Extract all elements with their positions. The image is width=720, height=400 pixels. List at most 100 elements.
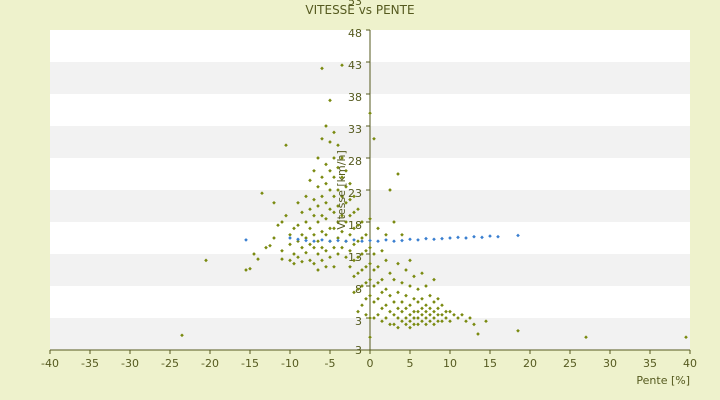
x-tick-label: -30	[121, 357, 139, 370]
data-point	[312, 261, 316, 266]
data-point	[408, 237, 412, 242]
series-1	[180, 63, 688, 340]
data-point	[428, 319, 432, 324]
data-point	[356, 255, 360, 260]
data-point	[412, 309, 416, 314]
data-point	[312, 213, 316, 218]
data-point	[324, 124, 328, 128]
data-point	[352, 226, 356, 231]
series-2	[244, 233, 520, 244]
data-point	[248, 266, 252, 271]
data-point	[348, 232, 352, 237]
data-point	[340, 213, 344, 218]
data-point	[432, 322, 436, 327]
data-point	[328, 188, 332, 192]
data-point	[384, 303, 388, 308]
data-point	[416, 316, 420, 320]
data-point	[344, 168, 348, 173]
data-point	[364, 280, 368, 285]
y-tick-label: 53	[348, 0, 362, 8]
data-point	[288, 242, 292, 247]
data-point	[368, 293, 372, 298]
data-point	[424, 303, 428, 308]
data-point	[260, 191, 264, 196]
data-point	[288, 236, 292, 240]
data-point	[472, 234, 476, 239]
x-tick-label: -20	[201, 357, 219, 370]
data-point	[324, 181, 328, 186]
data-point	[312, 197, 316, 202]
data-point	[320, 136, 324, 141]
data-point	[324, 232, 328, 237]
data-point	[372, 136, 376, 141]
data-point	[428, 312, 432, 317]
data-point	[408, 303, 412, 308]
y-axis-title: Vitesse [km/h]	[335, 150, 348, 230]
data-point	[360, 239, 364, 244]
x-tick-label: -40	[41, 357, 59, 370]
data-point	[408, 312, 412, 317]
data-point	[312, 232, 316, 237]
data-point	[296, 239, 300, 244]
x-axis-ticks: -40 -35 -30 -25 -20 -15 -10 -5 0 5 10 15 20 25 30 35 40	[41, 350, 697, 370]
data-point	[344, 220, 348, 224]
data-point	[356, 207, 360, 212]
data-point	[432, 309, 436, 314]
data-point	[356, 223, 360, 228]
data-point	[352, 290, 356, 295]
data-point	[356, 271, 360, 276]
data-point	[380, 277, 384, 282]
x-tick-label: 35	[643, 357, 657, 370]
x-tick-label: 10	[443, 357, 457, 370]
data-point	[424, 236, 428, 241]
data-point	[296, 223, 300, 228]
data-point	[424, 284, 428, 288]
data-point	[444, 316, 448, 320]
data-point	[348, 197, 352, 202]
data-point	[340, 156, 344, 160]
data-point	[392, 312, 396, 317]
data-point	[432, 277, 436, 282]
data-point	[380, 248, 384, 253]
data-point	[400, 309, 404, 314]
data-point	[280, 257, 284, 261]
data-point	[244, 238, 248, 242]
data-point	[296, 255, 300, 260]
data-point	[460, 312, 464, 317]
data-point	[292, 252, 296, 256]
data-point	[388, 271, 392, 276]
data-point	[448, 319, 452, 324]
data-point	[380, 319, 384, 324]
data-point	[452, 312, 456, 317]
data-point	[336, 165, 340, 170]
data-point	[336, 252, 340, 256]
data-point	[456, 316, 460, 320]
data-point	[432, 237, 436, 242]
data-point	[332, 175, 336, 180]
data-point	[324, 216, 328, 221]
data-point	[440, 312, 444, 317]
data-point	[316, 204, 320, 208]
data-point	[336, 204, 340, 208]
data-point	[420, 296, 424, 301]
data-point	[364, 264, 368, 269]
data-point	[372, 300, 376, 304]
data-point	[356, 309, 360, 314]
data-point	[332, 245, 336, 250]
x-tick-label: 30	[603, 357, 617, 370]
data-point	[368, 335, 372, 340]
data-point	[320, 66, 324, 71]
y-tick-label: 28	[348, 155, 362, 168]
data-point	[416, 309, 420, 314]
data-point	[244, 268, 248, 272]
x-tick-label: 20	[523, 357, 537, 370]
data-point	[444, 309, 448, 314]
data-point	[516, 328, 520, 333]
data-point	[408, 319, 412, 324]
data-point	[360, 284, 364, 288]
x-tick-label: -25	[161, 357, 179, 370]
data-point	[424, 316, 428, 320]
data-point	[304, 238, 308, 243]
data-point	[340, 175, 344, 180]
